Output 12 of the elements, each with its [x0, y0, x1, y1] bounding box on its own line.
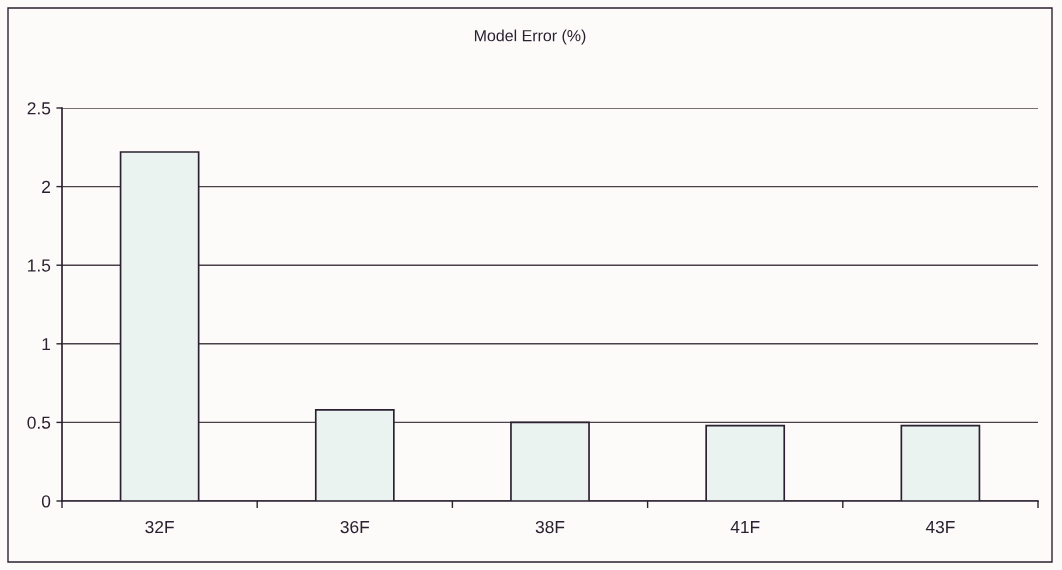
y-tick-label: 0 [41, 495, 51, 508]
x-tick-label: 36F [340, 520, 370, 534]
y-tick-label: 2.5 [27, 102, 51, 115]
y-tick-label: 1 [42, 338, 51, 351]
chart-title: Model Error (%) [474, 29, 586, 45]
x-tick-label: 43F [925, 520, 955, 534]
y-tick-label: 1.5 [28, 259, 51, 272]
x-tick-label: 41F [730, 521, 760, 534]
x-tick-label: 32F [145, 520, 174, 534]
x-tick-label: 38F [535, 520, 565, 534]
y-tick-label: 2 [42, 180, 51, 193]
y-tick-label: 0.5 [27, 416, 51, 429]
